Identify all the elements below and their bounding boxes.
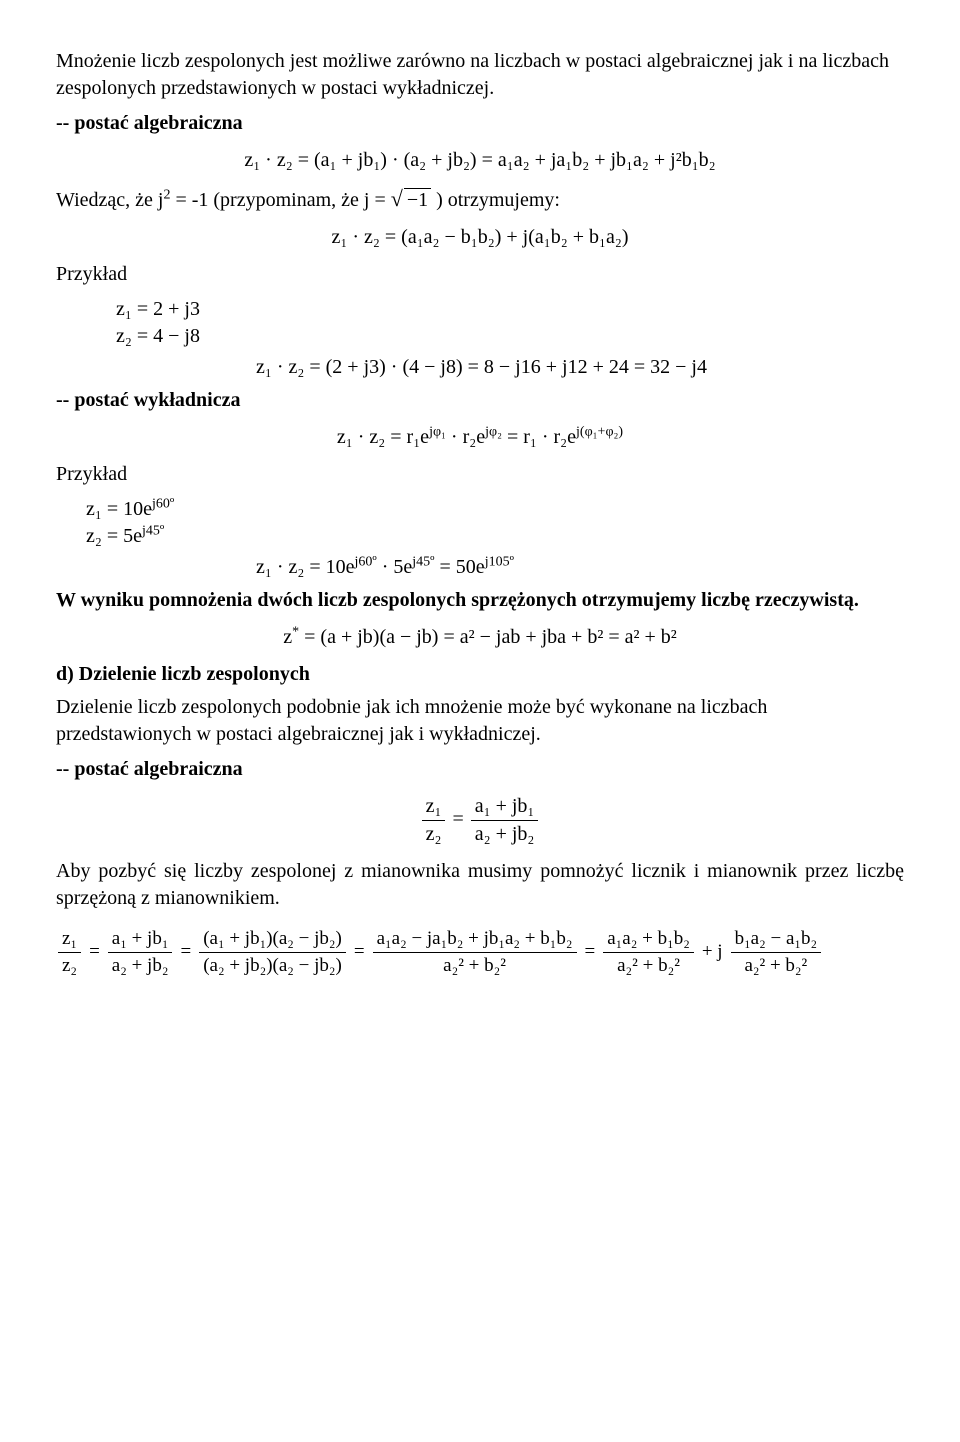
lf1-den: z₂ [58,953,81,979]
example-label-1: Przykład [56,261,904,288]
frac-z1z2-num: z₁ [422,793,446,821]
eq-exp-mid: · r₂e [446,426,485,448]
lf6: b₁a₂ − a₁b₂ a₂² + b₂² [731,926,822,978]
ex2-z1-pre: z₁ = 10e [86,498,152,520]
lf-eq2: = [180,939,191,965]
aby-paragraph: Aby pozbyć się liczby zespolonej z miano… [56,858,904,912]
lf5-den: a₂² + b₂² [603,953,694,979]
lf-eq3: = [354,939,365,965]
equation-mult-expand: z₁ · z₂ = (a₁ + jb₁) · (a₂ + jb₂) = a₁a₂… [56,147,904,174]
lf2: a₁ + jb₁ a₂ + jb₂ [108,926,173,978]
ex2-z2-sup: j45º [142,523,164,538]
eq-exp-pre: z₁ · z₂ = r₁e [337,426,429,448]
example2-result: z₁ · z₂ = 10ej60º · 5ej45º = 50ej105º [256,554,904,581]
eq-exp-sup3: j(φ₁+φ₂) [576,424,623,439]
example-label-2: Przykład [56,461,904,488]
example1-z1: z₁ = 2 + j3 [116,296,904,323]
eq-exp-sup1: jφ₁ [429,424,446,439]
ex2-res-sup3: j105º [485,554,514,569]
conjugate-paragraph: W wyniku pomnożenia dwóch liczb zespolon… [56,587,904,614]
lf4: a₁a₂ − ja₁b₂ + jb₁a₂ + b₁b₂ a₂² + b₂² [373,926,577,978]
division-paragraph: Dzielenie liczb zespolonych podobnie jak… [56,694,904,748]
equation-division-expanded: z₁ z₂ = a₁ + jb₁ a₂ + jb₂ = (a₁ + jb₁)(a… [56,926,904,978]
lf5: a₁a₂ + b₁b₂ a₂² + b₂² [603,926,694,978]
equation-mult-result: z₁ · z₂ = (a₁a₂ − b₁b₂) + j(a₁b₂ + b₁a₂) [56,224,904,251]
heading-division: d) Dzielenie liczb zespolonych [56,661,904,688]
ex2-res-a: z₁ · z₂ = 10e [256,556,355,578]
eq-exp-eq: = r₁ · r₂e [502,426,576,448]
lf4-den: a₂² + b₂² [373,953,577,979]
frac-eq-sign: = [452,808,468,830]
lf6-num: b₁a₂ − a₁b₂ [731,926,822,953]
heading-algebraic-form-2: -- postać algebraiczna [56,756,904,783]
knowing-post: ) otrzymujemy: [431,189,560,211]
eq-conj-pre: z [283,626,292,648]
ex2-res-sup2: j45º [412,554,434,569]
lf5-num: a₁a₂ + b₁b₂ [603,926,694,953]
knowing-pre: Wiedząc, że j [56,189,163,211]
ex2-res-c: = 50e [435,556,485,578]
frac-ab: a₁ + jb₁ a₂ + jb₂ [471,793,539,848]
frac-ab-den: a₂ + jb₂ [471,821,539,848]
lf3: (a₁ + jb₁)(a₂ − jb₂) (a₂ + jb₂)(a₂ − jb₂… [199,926,346,978]
lf3-num: (a₁ + jb₁)(a₂ − jb₂) [199,926,346,953]
frac-ab-num: a₁ + jb₁ [471,793,539,821]
lf1-num: z₁ [58,926,81,953]
sqrt-sign: √ [391,186,403,211]
lf2-den: a₂ + jb₂ [108,953,173,979]
ex2-res-b: · 5e [377,556,413,578]
ex2-res-sup1: j60º [355,554,377,569]
equation-exp-mult: z₁ · z₂ = r₁ejφ₁ · r₂ejφ₂ = r₁ · r₂ej(φ₁… [56,424,904,451]
lf1: z₁ z₂ [58,926,81,978]
lf-plus-j: + j [702,939,723,965]
frac-z1z2: z₁ z₂ [422,793,446,848]
knowing-j: j = [364,189,391,211]
heading-exponential-form: -- postać wykładnicza [56,387,904,414]
ex2-z1-sup: j60º [152,496,174,511]
example1-z2: z₂ = 4 − j8 [116,323,904,350]
example1-result: z₁ · z₂ = (2 + j3) · (4 − j8) = 8 − j16 … [256,354,904,381]
lf4-num: a₁a₂ − ja₁b₂ + jb₁a₂ + b₁b₂ [373,926,577,953]
intro-paragraph: Mnożenie liczb zespolonych jest możliwe … [56,48,904,102]
example2-z2: z₂ = 5ej45º [86,523,904,550]
eq-conj-rest: = (a + jb)(a − jb) = a² − jab + jba + b²… [299,626,677,648]
eq-exp-sup2: jφ₂ [485,424,502,439]
equation-division-basic: z₁ z₂ = a₁ + jb₁ a₂ + jb₂ [56,793,904,848]
knowing-mid: = -1 (przypominam, że [170,189,363,211]
example2-z1: z₁ = 10ej60º [86,496,904,523]
lf-eq1: = [89,939,100,965]
lf6-den: a₂² + b₂² [731,953,822,979]
heading-algebraic-form: -- postać algebraiczna [56,110,904,137]
lf-eq4: = [585,939,596,965]
equation-conjugate: z* = (a + jb)(a − jb) = a² − jab + jba +… [56,624,904,651]
ex2-z2-pre: z₂ = 5e [86,525,142,547]
knowing-line: Wiedząc, że j2 = -1 (przypominam, że j =… [56,184,904,214]
sqrt-content: −1 [404,188,431,211]
frac-z1z2-den: z₂ [422,821,446,848]
lf3-den: (a₂ + jb₂)(a₂ − jb₂) [199,953,346,979]
lf2-num: a₁ + jb₁ [108,926,173,953]
